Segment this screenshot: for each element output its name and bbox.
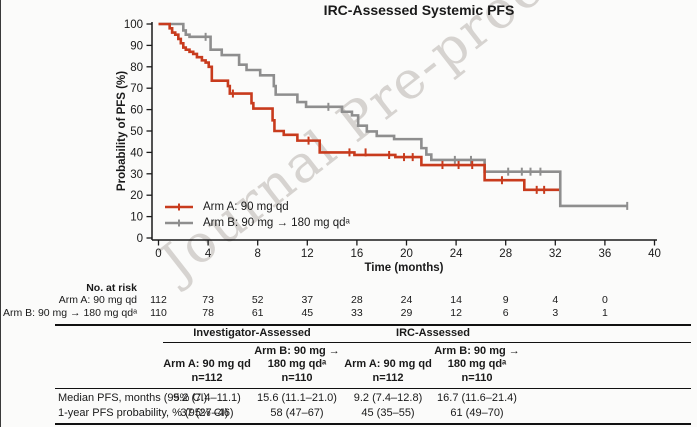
x-tick-label: 36 [599, 248, 612, 260]
x-tick-label: 16 [351, 248, 364, 260]
risk-table-title: No. at risk [86, 282, 137, 294]
legend-label-arm-b: Arm B: 90 mg → 180 mg qdᵃ [203, 217, 350, 229]
y-tick-label: 10 [130, 212, 143, 224]
legend-line-arm-a-icon [165, 203, 193, 211]
table-rule-top [55, 324, 691, 326]
table-rule-under-headers [55, 388, 691, 389]
group-header: Investigator-Assessed [193, 327, 311, 339]
y-tick-label: 40 [130, 147, 143, 159]
risk-value: 37 [301, 294, 314, 306]
x-tick-label: 32 [549, 248, 562, 260]
legend-item-arm-b: Arm B: 90 mg → 180 mg qdᵃ [164, 215, 350, 231]
risk-value: 29 [400, 307, 413, 319]
risk-value: 78 [202, 307, 214, 319]
column-header-n: n=112 [191, 372, 223, 384]
x-tick-label: 12 [301, 248, 314, 260]
x-axis-label: Time (months) [364, 262, 444, 274]
summary-value: 9.2 (7.4–11.1) [173, 392, 241, 404]
x-tick-label: 20 [400, 248, 413, 260]
y-tick-label: 70 [130, 83, 143, 95]
table-rule-under-groups [163, 342, 691, 343]
risk-value: 52 [251, 294, 264, 306]
column-header-arm: Arm A: 90 mg qd [344, 358, 432, 370]
y-tick-label: 100 [124, 19, 143, 31]
risk-value: 0 [601, 294, 608, 306]
legend-line-arm-b-icon [165, 219, 193, 227]
y-tick-label: 30 [130, 169, 143, 181]
risk-value: 14 [450, 294, 462, 306]
risk-value: 6 [502, 307, 509, 319]
risk-value: 61 [251, 307, 264, 319]
summary-value: 16.7 (11.6–21.4) [437, 392, 517, 404]
summary-value: 58 (47–67) [270, 407, 324, 419]
column-header-arm: 180 mg qdᵃ [267, 358, 327, 370]
x-tick-label: 40 [648, 248, 661, 260]
summary-value: 9.2 (7.4–12.8) [353, 392, 423, 404]
x-tick-label: 24 [450, 248, 463, 260]
figure-left-border [0, 0, 1, 427]
legend: Arm A: 90 mg qd Arm B: 90 mg → 180 mg qd… [164, 199, 350, 231]
y-tick-label: 80 [130, 62, 143, 74]
y-tick-label: 50 [130, 126, 143, 138]
risk-value: 3 [552, 307, 559, 319]
x-tick-label: 28 [499, 248, 512, 260]
risk-value: 112 [150, 294, 167, 306]
group-header: IRC-Assessed [396, 327, 470, 339]
legend-label-arm-a: Arm A: 90 mg qd [203, 201, 289, 213]
column-header-arm: Arm A: 90 mg qd [163, 358, 251, 370]
summary-table: Investigator-Assessed IRC-Assessed Arm A: … [55, 322, 693, 427]
column-header-n: n=110 [281, 372, 313, 384]
risk-row-label: Arm B: 90 mg → 180 mg qdᵃ [2, 307, 137, 319]
risk-value: 33 [351, 307, 363, 319]
summary-value: 45 (35–55) [361, 407, 415, 419]
risk-value: 45 [301, 307, 314, 319]
table-rule-bottom [55, 423, 691, 425]
risk-value: 1 [601, 307, 608, 319]
risk-value: 110 [150, 307, 167, 319]
y-tick-label: 90 [130, 40, 143, 52]
km-chart: 0 4 8 12 16 20 24 28 32 36 40 0 10 20 30 40 50 60 70 80 90 10… [124, 19, 661, 260]
km-curve-arm-a [158, 22, 560, 192]
column-header-arm: Arm B: 90 mg → [434, 345, 520, 357]
column-header-n: n=110 [461, 372, 493, 384]
x-tick-label: 8 [254, 248, 260, 260]
y-tick-label: 60 [130, 105, 143, 117]
column-header-arm: 180 mg qdᵃ [447, 358, 507, 370]
risk-value: 73 [202, 294, 214, 306]
risk-value: 4 [552, 294, 559, 306]
x-tick-label: 4 [205, 248, 212, 260]
km-curve-arm-b [158, 22, 628, 208]
column-header-n: n=112 [372, 372, 404, 384]
summary-value: 15.6 (11.1–21.0) [257, 392, 337, 404]
legend-item-arm-a: Arm A: 90 mg qd [164, 199, 350, 215]
y-axis-label: Probability of PFS (%) [116, 70, 128, 192]
y-tick-label: 0 [137, 233, 143, 245]
x-tick-label: 0 [155, 248, 161, 260]
risk-value: 24 [400, 294, 413, 306]
y-tick-label: 20 [130, 190, 143, 202]
summary-row-label: 1-year PFS probability, % (95% CI) [58, 407, 229, 419]
summary-row-label: Median PFS, months (95% CI) [58, 392, 208, 404]
summary-value: 61 (49–70) [450, 407, 504, 419]
risk-row-label: Arm A: 90 mg qd [58, 294, 137, 306]
summary-value: 37 (27–46) [180, 407, 234, 419]
column-header-arm: Arm B: 90 mg → [254, 345, 340, 357]
risk-value: 9 [502, 294, 509, 306]
chart-title: IRC-Assessed Systemic PFS [323, 2, 515, 18]
risk-value: 12 [450, 307, 462, 319]
risk-value: 28 [351, 294, 363, 306]
